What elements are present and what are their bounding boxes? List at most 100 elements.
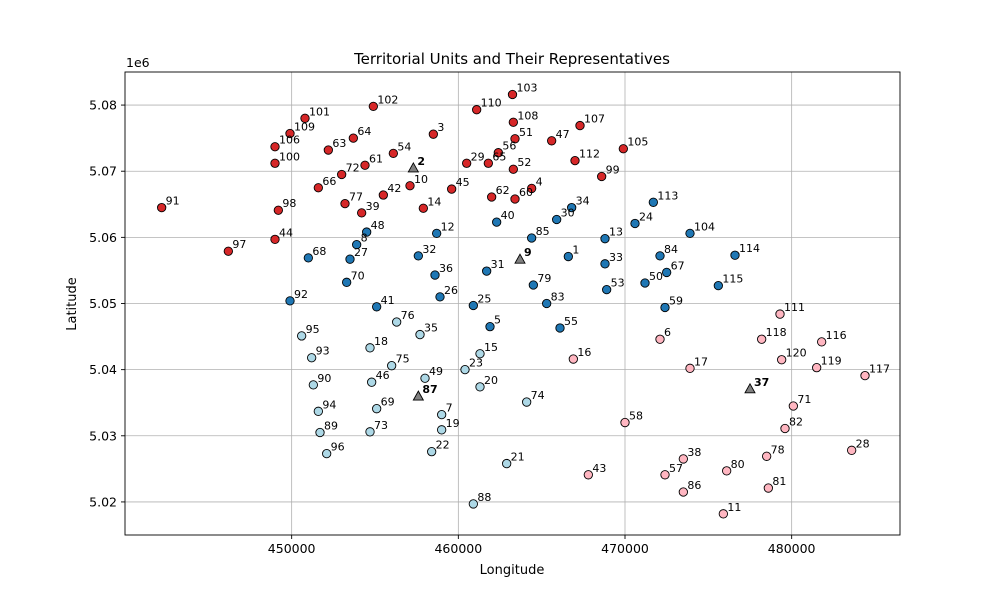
data-point	[620, 417, 630, 428]
data-point	[660, 470, 670, 480]
point-label: 1	[572, 244, 579, 257]
point-label: 101	[309, 105, 330, 118]
data-point	[270, 142, 280, 152]
axis-ticks: 450000 460000 470000 480000 5.02 5.03 5.04 5.05…	[89, 98, 815, 556]
point-label: 56	[502, 140, 516, 153]
data-point	[507, 89, 518, 100]
data-point	[420, 373, 430, 383]
data-point	[775, 309, 785, 319]
point-label: 116	[826, 329, 847, 342]
point-label: 89	[324, 419, 338, 432]
data-point	[378, 190, 388, 200]
point-label: 69	[381, 396, 395, 409]
data-point	[510, 194, 520, 204]
point-label: 98	[282, 197, 296, 210]
data-point	[468, 300, 478, 311]
point-label: 110	[481, 97, 502, 110]
point-label: 96	[331, 441, 345, 454]
data-point	[570, 155, 580, 166]
point-label: 86	[687, 479, 701, 492]
data-point	[563, 251, 573, 262]
data-point	[630, 218, 640, 229]
point-label: 21	[511, 451, 525, 464]
data-point	[542, 298, 552, 309]
data-point	[313, 406, 323, 416]
data-point	[722, 466, 732, 476]
point-label: 92	[294, 288, 308, 301]
point-label: 94	[322, 398, 336, 411]
data-point	[602, 284, 612, 295]
point-label: 18	[374, 335, 388, 348]
representative-label: 87	[422, 383, 437, 396]
representative-marker	[407, 161, 420, 173]
data-point	[552, 214, 562, 225]
point-label: 82	[789, 416, 803, 429]
data-point	[568, 354, 578, 364]
point-label: 84	[664, 243, 678, 256]
point-label: 23	[469, 357, 483, 370]
data-point	[340, 198, 350, 209]
point-label: 17	[694, 355, 708, 368]
y-tick-label: 5.05	[89, 296, 117, 311]
representative-marker	[744, 382, 756, 394]
point-label: 10	[414, 173, 428, 186]
data-point	[718, 509, 728, 519]
point-label: 16	[577, 346, 591, 359]
data-point	[527, 233, 537, 243]
data-point	[600, 234, 610, 244]
point-label: 74	[531, 389, 545, 402]
point-label: 13	[609, 226, 623, 239]
point-label: 100	[279, 150, 300, 163]
data-point	[777, 355, 787, 365]
data-point	[757, 334, 767, 344]
point-label: 91	[166, 195, 180, 208]
point-label: 54	[397, 140, 411, 153]
data-point	[352, 239, 362, 250]
data-point	[297, 331, 307, 341]
point-label: 35	[424, 322, 438, 335]
data-point	[487, 192, 497, 202]
data-point	[388, 148, 398, 159]
data-point	[365, 343, 375, 353]
point-label: 109	[294, 121, 315, 134]
point-label: 83	[551, 291, 565, 304]
point-label: 28	[856, 437, 870, 450]
point-label: 105	[627, 136, 648, 149]
data-point	[575, 120, 585, 131]
y-axis-offset-label: 1e6	[126, 55, 150, 70]
point-label: 32	[422, 243, 436, 256]
point-label: 15	[484, 341, 498, 354]
data-point	[662, 267, 672, 278]
data-point	[413, 251, 423, 261]
point-label: 57	[669, 462, 683, 475]
data-point	[685, 363, 695, 373]
data-point	[597, 171, 607, 182]
data-point	[368, 101, 378, 112]
data-point	[508, 117, 518, 127]
point-label: 47	[556, 128, 570, 141]
data-point	[392, 317, 402, 327]
data-point	[313, 183, 323, 193]
point-label: 12	[441, 220, 455, 233]
data-point	[475, 349, 485, 359]
data-point	[372, 302, 382, 312]
y-tick-label: 5.07	[89, 164, 117, 179]
y-tick-label: 5.02	[89, 494, 117, 509]
data-point	[510, 134, 520, 144]
point-label: 65	[492, 150, 506, 163]
data-point	[583, 470, 593, 480]
data-point	[780, 423, 790, 434]
point-label: 78	[771, 443, 785, 456]
data-point	[303, 253, 313, 263]
data-point	[357, 208, 367, 218]
data-point	[437, 425, 447, 435]
data-point	[482, 266, 492, 276]
data-point	[660, 302, 670, 313]
point-label: 38	[687, 446, 701, 459]
data-point	[418, 203, 428, 213]
data-point	[315, 427, 325, 438]
point-label: 51	[519, 126, 533, 139]
point-label: 41	[381, 294, 395, 307]
point-label: 42	[387, 182, 401, 195]
